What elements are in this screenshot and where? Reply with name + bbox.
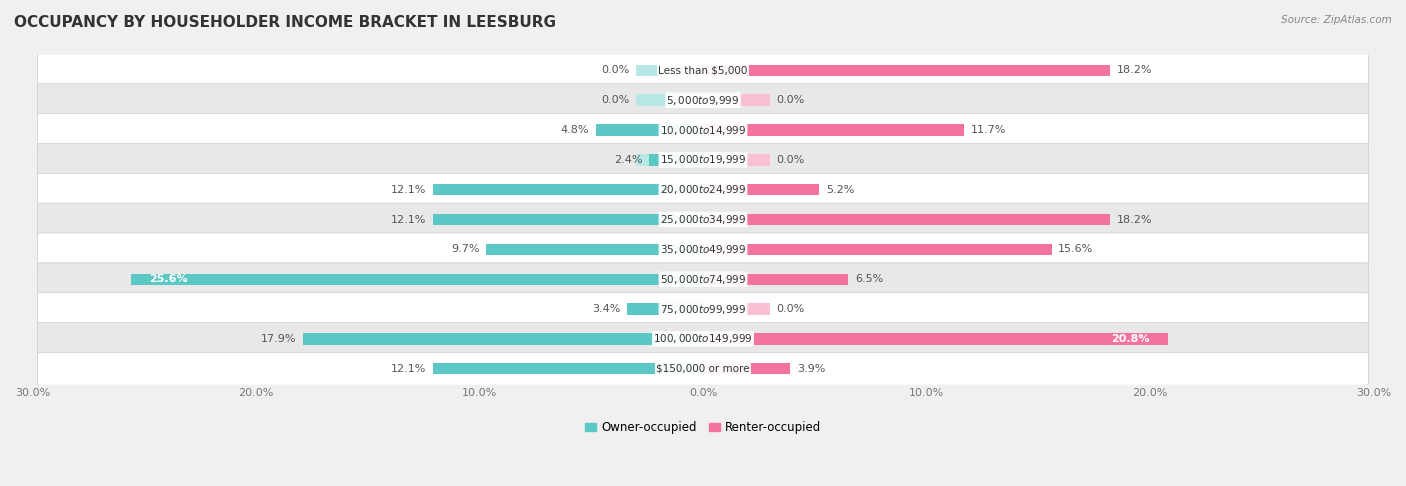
Text: 0.0%: 0.0%: [600, 65, 630, 75]
Bar: [703, 274, 848, 285]
Text: 17.9%: 17.9%: [260, 334, 297, 344]
FancyBboxPatch shape: [38, 293, 1368, 326]
Bar: [596, 124, 703, 136]
Text: $150,000 or more: $150,000 or more: [657, 364, 749, 374]
Text: 12.1%: 12.1%: [391, 214, 426, 225]
Bar: [627, 303, 703, 315]
Bar: [596, 124, 703, 136]
Bar: [433, 363, 703, 375]
Bar: [304, 333, 703, 345]
Text: 3.9%: 3.9%: [797, 364, 825, 374]
Bar: [433, 363, 703, 375]
Text: 0.0%: 0.0%: [776, 304, 806, 314]
Bar: [703, 244, 1052, 255]
Text: 12.1%: 12.1%: [391, 185, 426, 195]
Text: $5,000 to $9,999: $5,000 to $9,999: [666, 94, 740, 106]
Bar: [703, 214, 1109, 225]
Text: $15,000 to $19,999: $15,000 to $19,999: [659, 154, 747, 166]
FancyBboxPatch shape: [38, 203, 1368, 236]
Bar: [650, 154, 703, 166]
Bar: [703, 184, 820, 195]
Bar: [703, 94, 770, 106]
Text: 20.8%: 20.8%: [1111, 334, 1150, 344]
Bar: [433, 184, 703, 195]
Bar: [703, 333, 1168, 345]
Text: Less than $5,000: Less than $5,000: [658, 65, 748, 75]
Text: 12.1%: 12.1%: [391, 364, 426, 374]
Bar: [636, 65, 703, 76]
Bar: [703, 184, 820, 195]
FancyBboxPatch shape: [38, 54, 1368, 87]
Text: 25.6%: 25.6%: [149, 274, 187, 284]
Text: 0.0%: 0.0%: [776, 95, 806, 105]
FancyBboxPatch shape: [38, 114, 1368, 146]
Bar: [703, 65, 1109, 76]
Text: 3.4%: 3.4%: [592, 304, 620, 314]
Text: $100,000 to $149,999: $100,000 to $149,999: [654, 332, 752, 346]
Text: 6.5%: 6.5%: [855, 274, 883, 284]
Bar: [703, 124, 965, 136]
Text: 5.2%: 5.2%: [825, 185, 855, 195]
FancyBboxPatch shape: [38, 323, 1368, 355]
Bar: [433, 214, 703, 225]
Text: 4.8%: 4.8%: [561, 125, 589, 135]
Text: 11.7%: 11.7%: [972, 125, 1007, 135]
Bar: [304, 333, 703, 345]
Bar: [703, 363, 790, 375]
Text: 18.2%: 18.2%: [1116, 214, 1152, 225]
Text: 0.0%: 0.0%: [776, 155, 806, 165]
Bar: [703, 333, 1168, 345]
Text: 15.6%: 15.6%: [1059, 244, 1094, 254]
Bar: [486, 244, 703, 255]
Bar: [433, 214, 703, 225]
Bar: [703, 244, 1052, 255]
FancyBboxPatch shape: [38, 352, 1368, 385]
Bar: [433, 184, 703, 195]
Text: 2.4%: 2.4%: [614, 155, 643, 165]
Bar: [703, 214, 1109, 225]
Bar: [703, 274, 848, 285]
Bar: [486, 244, 703, 255]
FancyBboxPatch shape: [38, 233, 1368, 266]
Text: OCCUPANCY BY HOUSEHOLDER INCOME BRACKET IN LEESBURG: OCCUPANCY BY HOUSEHOLDER INCOME BRACKET …: [14, 15, 555, 30]
FancyBboxPatch shape: [38, 263, 1368, 295]
Bar: [131, 274, 703, 285]
Text: 9.7%: 9.7%: [451, 244, 479, 254]
Text: Source: ZipAtlas.com: Source: ZipAtlas.com: [1281, 15, 1392, 25]
Text: $35,000 to $49,999: $35,000 to $49,999: [659, 243, 747, 256]
Text: $10,000 to $14,999: $10,000 to $14,999: [659, 123, 747, 137]
Bar: [636, 154, 703, 166]
FancyBboxPatch shape: [38, 143, 1368, 176]
Text: $50,000 to $74,999: $50,000 to $74,999: [659, 273, 747, 286]
Text: $20,000 to $24,999: $20,000 to $24,999: [659, 183, 747, 196]
FancyBboxPatch shape: [38, 174, 1368, 206]
Legend: Owner-occupied, Renter-occupied: Owner-occupied, Renter-occupied: [579, 417, 827, 439]
Text: 18.2%: 18.2%: [1116, 65, 1152, 75]
Bar: [627, 303, 703, 315]
Bar: [703, 363, 790, 375]
Bar: [703, 154, 770, 166]
Bar: [636, 94, 703, 106]
Text: 0.0%: 0.0%: [600, 95, 630, 105]
FancyBboxPatch shape: [38, 84, 1368, 117]
Text: $75,000 to $99,999: $75,000 to $99,999: [659, 303, 747, 315]
Bar: [703, 124, 965, 136]
Bar: [703, 65, 1109, 76]
Bar: [703, 303, 770, 315]
Bar: [131, 274, 703, 285]
Text: $25,000 to $34,999: $25,000 to $34,999: [659, 213, 747, 226]
